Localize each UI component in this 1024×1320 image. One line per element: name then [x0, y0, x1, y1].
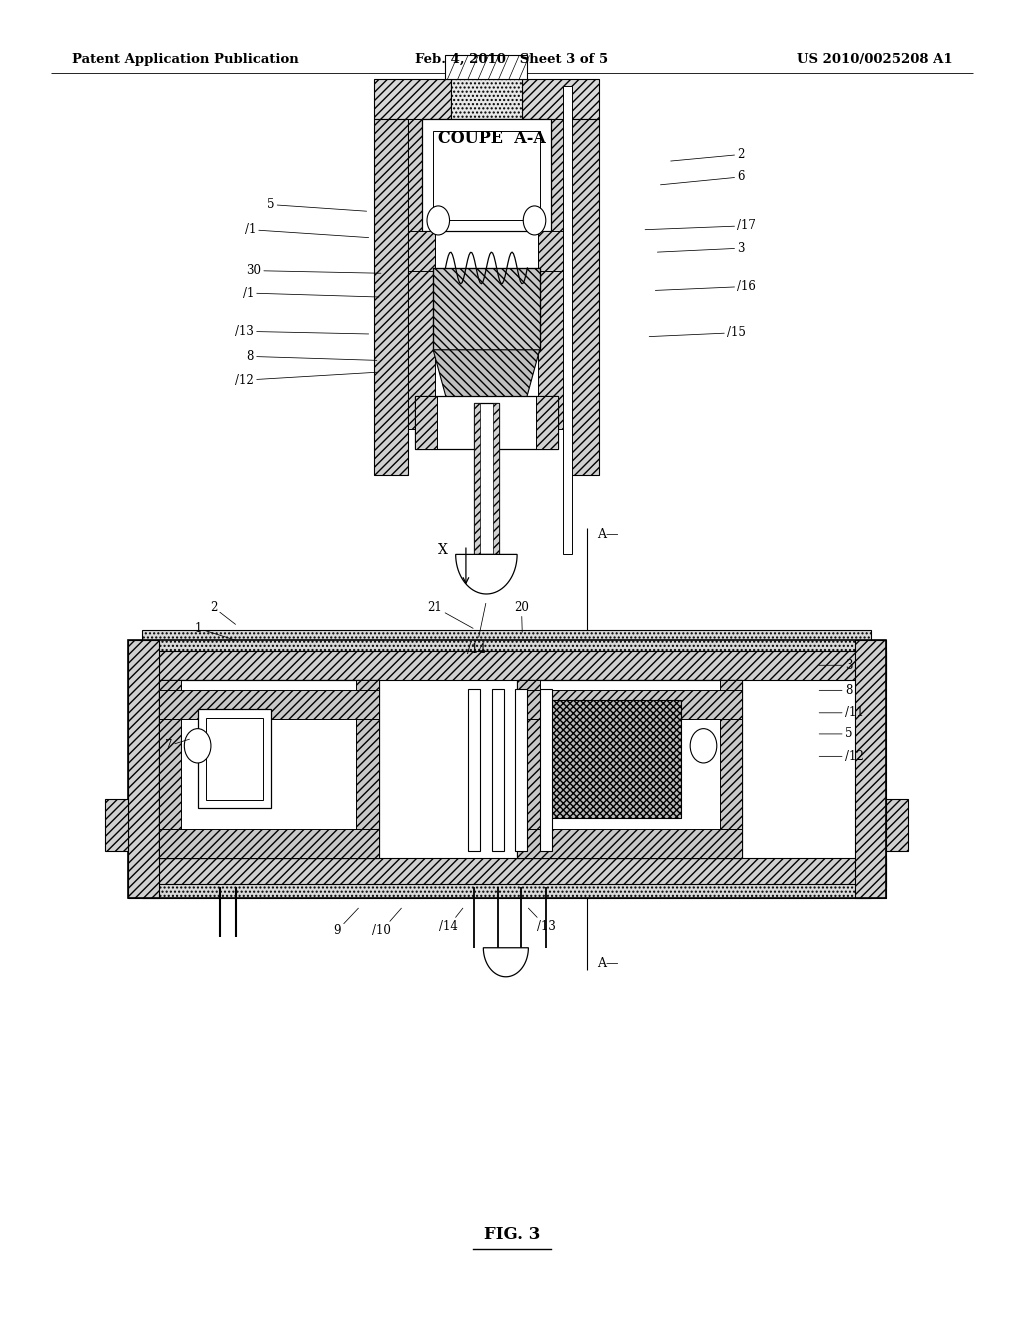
Bar [374, 79, 451, 119]
Text: /1: /1 [243, 286, 379, 300]
Text: /15: /15 [649, 326, 745, 339]
Text: /12: /12 [819, 750, 863, 763]
Bar [128, 640, 159, 898]
Bar [433, 268, 540, 350]
Bar [374, 119, 408, 475]
Polygon shape [456, 554, 517, 594]
Bar [720, 680, 742, 858]
Text: /14: /14 [439, 908, 463, 933]
Bar [159, 680, 181, 858]
Bar [538, 231, 565, 271]
Polygon shape [483, 948, 528, 977]
Bar [474, 403, 480, 554]
Bar [548, 700, 681, 818]
Bar [433, 268, 540, 350]
Bar [206, 718, 263, 800]
Bar [886, 799, 908, 851]
Bar [565, 119, 599, 475]
Text: A—: A— [597, 528, 618, 541]
Circle shape [690, 729, 717, 763]
Polygon shape [433, 350, 540, 403]
Bar [517, 680, 742, 858]
Text: A—: A— [597, 957, 618, 970]
Bar [128, 651, 886, 680]
Text: 9: 9 [334, 908, 358, 937]
Text: /1: /1 [245, 223, 369, 238]
Bar [142, 884, 871, 898]
Text: 5: 5 [267, 198, 367, 211]
Text: /17: /17 [645, 219, 756, 232]
Bar [563, 86, 572, 554]
Text: 7: 7 [165, 739, 189, 752]
Text: X: X [437, 544, 447, 557]
Bar [445, 55, 527, 79]
Bar [159, 680, 379, 858]
Bar [408, 119, 435, 429]
Bar [433, 131, 540, 220]
Bar [356, 680, 379, 858]
Circle shape [184, 729, 211, 763]
Bar [855, 640, 886, 898]
Bar [142, 630, 871, 651]
Text: 2: 2 [210, 601, 236, 624]
Text: /14: /14 [467, 603, 485, 656]
Bar [493, 403, 499, 554]
Text: 2: 2 [671, 148, 744, 161]
Bar [474, 403, 499, 554]
Text: 30: 30 [246, 264, 381, 277]
Text: 5: 5 [819, 727, 852, 741]
Text: 1: 1 [195, 622, 236, 640]
Bar [105, 799, 128, 851]
Text: /10: /10 [373, 908, 401, 937]
Bar [468, 689, 480, 851]
Text: /13: /13 [528, 908, 555, 933]
Bar [517, 690, 742, 719]
Bar [128, 640, 886, 898]
Text: /16: /16 [655, 280, 756, 293]
Text: 20: 20 [514, 601, 529, 632]
Text: 8: 8 [819, 684, 852, 697]
Bar [517, 680, 540, 858]
Bar [408, 231, 435, 271]
Bar [540, 689, 552, 851]
Text: Feb. 4, 2010   Sheet 3 of 5: Feb. 4, 2010 Sheet 3 of 5 [416, 53, 608, 66]
Bar [159, 690, 379, 719]
Bar [492, 689, 504, 851]
Text: FIG. 3: FIG. 3 [483, 1226, 541, 1242]
Text: US 2010/0025208 A1: US 2010/0025208 A1 [797, 53, 952, 66]
Text: /12: /12 [236, 372, 377, 387]
Bar [198, 709, 271, 808]
Bar [538, 119, 565, 429]
Bar [128, 858, 886, 887]
Text: COUPE  A-A: COUPE A-A [437, 131, 546, 147]
Bar [415, 396, 558, 449]
Bar [422, 119, 551, 231]
Bar [451, 79, 522, 119]
Text: Patent Application Publication: Patent Application Publication [72, 53, 298, 66]
Text: 3: 3 [657, 242, 744, 255]
Text: /11: /11 [819, 706, 863, 719]
Text: 6: 6 [660, 170, 744, 185]
Text: 8: 8 [247, 350, 377, 363]
Circle shape [427, 206, 450, 235]
Bar [517, 829, 742, 858]
Bar [536, 396, 558, 449]
Circle shape [523, 206, 546, 235]
Bar [415, 396, 437, 449]
Text: /13: /13 [236, 325, 369, 338]
Bar [159, 829, 379, 858]
Bar [515, 689, 527, 851]
Text: 21: 21 [428, 601, 473, 628]
Bar [522, 79, 599, 119]
Text: 3: 3 [819, 659, 852, 672]
